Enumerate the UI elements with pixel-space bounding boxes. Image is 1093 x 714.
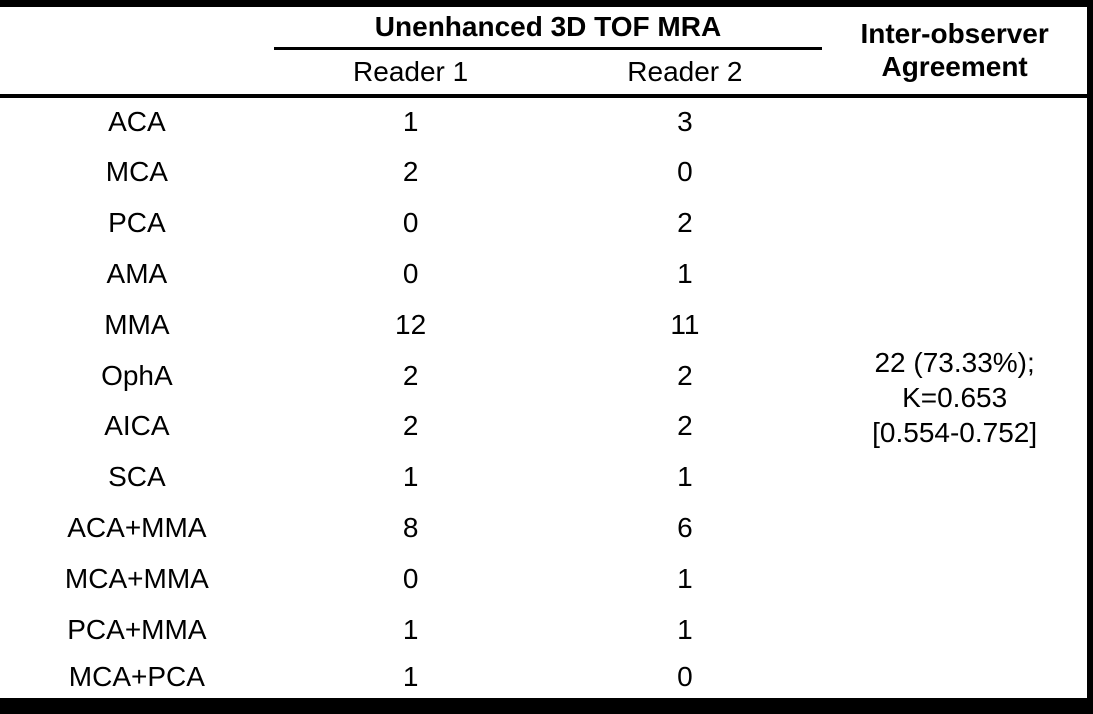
reader2-value: 2 <box>677 206 693 238</box>
table-row: AMA 0 1 <box>0 248 1090 299</box>
row-label-aica: AICA <box>104 410 170 442</box>
row-label-aca: ACA <box>108 106 166 138</box>
agreement-kappa: K=0.653 <box>902 382 1008 414</box>
table-row: MMA 12 11 <box>0 299 1090 350</box>
table-row: ACA+MMA 8 6 <box>0 503 1090 554</box>
agreement-value-cell: 22 (73.33%); K=0.653 [0.554-0.752] <box>822 96 1090 707</box>
table-row: SCA 1 1 <box>0 452 1090 503</box>
reader1-value: 1 <box>402 613 419 645</box>
reader1-value: 8 <box>402 512 419 544</box>
row-label-opha: OphA <box>101 359 173 391</box>
corner-cell <box>0 4 274 49</box>
row-label-mca-mma: MCA+MMA <box>64 563 209 595</box>
row-label-sca: SCA <box>108 461 166 493</box>
reader2-header: Reader 2 <box>547 48 823 98</box>
reader2-value: 1 <box>677 563 693 595</box>
table-row: OphA 2 2 <box>0 350 1090 401</box>
reader1-value: 1 <box>402 461 419 493</box>
reader2-value: 2 <box>677 410 693 442</box>
reader1-value: 0 <box>402 563 419 595</box>
table-row: AICA 2 2 <box>0 401 1090 452</box>
reader2-value: 0 <box>677 156 693 188</box>
reader2-value: 0 <box>677 660 693 692</box>
reader2-value: 3 <box>677 106 693 138</box>
readers-header-row: Reader 1 Reader 2 <box>0 48 1090 98</box>
reader1-header: Reader 1 <box>273 48 548 98</box>
row-label-pca-mma: PCA+MMA <box>67 613 207 645</box>
row-label-aca-mma: ACA+MMA <box>67 512 207 544</box>
reader2-value: 1 <box>677 461 693 493</box>
reader1-value: 2 <box>402 359 419 391</box>
agreement-ci: [0.554-0.752] <box>872 417 1038 449</box>
reader2-value: 11 <box>670 308 700 340</box>
row-label-ama: AMA <box>106 257 168 289</box>
spanner-header: Unenhanced 3D TOF MRA <box>273 3 823 50</box>
table-row: PCA 0 2 <box>0 197 1090 248</box>
row-label-mca: MCA <box>105 156 168 188</box>
table-row: MCA+MMA 0 1 <box>0 553 1090 604</box>
table-row: MCA 2 0 <box>0 146 1090 197</box>
table-row: PCA+MMA 1 1 <box>0 604 1090 655</box>
agreement-header: Inter-observer Agreement <box>822 3 1090 98</box>
row-label-mca-pca: MCA+PCA <box>68 660 205 692</box>
table-row: MCA+PCA 1 0 <box>0 655 1090 706</box>
reader2-value: 2 <box>677 359 693 391</box>
reader1-value: 1 <box>402 660 419 692</box>
table-row: ACA 1 3 22 (73.33%); K=0.653 [0.554-0.75… <box>0 96 1090 448</box>
reader2-value: 1 <box>677 257 693 289</box>
reader1-value: 0 <box>402 206 419 238</box>
row-label-mma: MMA <box>104 308 170 340</box>
spanner-header-row: Unenhanced 3D TOF MRA Inter-observer Agr… <box>0 3 1090 98</box>
row-label-pca: PCA <box>108 206 166 238</box>
corner-cell-2 <box>0 48 274 98</box>
reader2-value: 1 <box>677 613 693 645</box>
reader1-value: 2 <box>402 410 419 442</box>
reader1-value: 2 <box>402 156 419 188</box>
reader1-value: 0 <box>402 257 419 289</box>
reader1-value: 1 <box>402 106 419 138</box>
reader1-value: 12 <box>395 308 427 340</box>
agreement-count: 22 (73.33%); <box>874 347 1035 379</box>
reader2-value: 6 <box>677 512 693 544</box>
